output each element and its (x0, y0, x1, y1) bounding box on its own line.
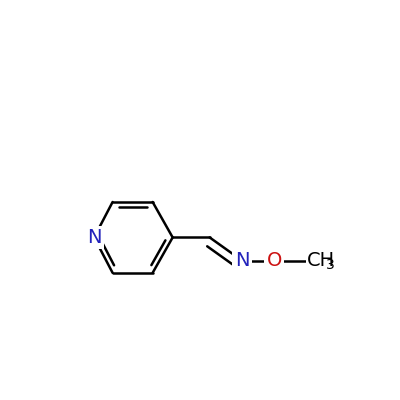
Text: O: O (267, 251, 282, 270)
Text: N: N (87, 228, 101, 247)
Text: CH: CH (307, 251, 335, 270)
Text: 3: 3 (326, 258, 334, 272)
Text: N: N (235, 251, 249, 270)
